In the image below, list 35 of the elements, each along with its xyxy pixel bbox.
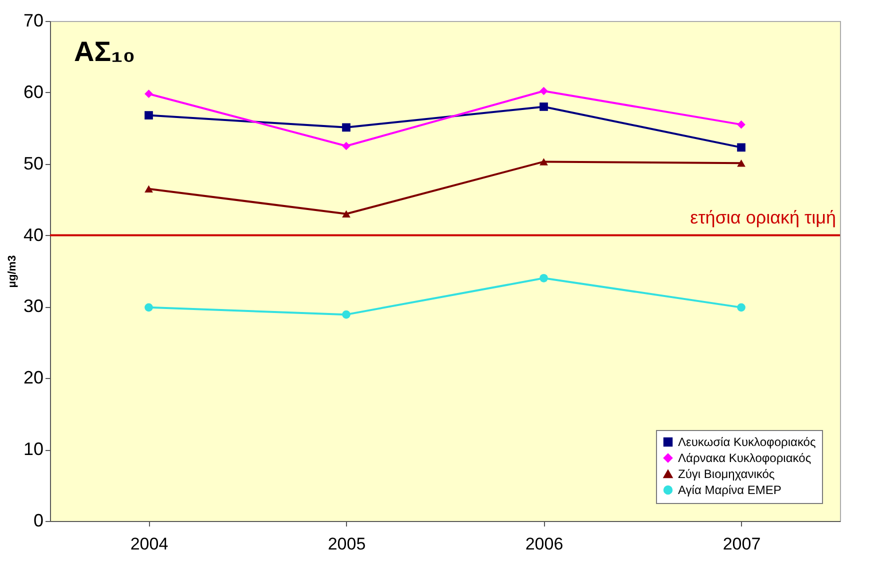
point [144, 111, 153, 120]
y-tick-label: 40 [23, 224, 44, 245]
point [737, 160, 746, 167]
y-tick-label: 0 [33, 510, 44, 530]
point [144, 185, 153, 192]
point [540, 102, 548, 111]
point [144, 303, 153, 312]
point [342, 123, 350, 132]
x-tick-label: 2004 [130, 534, 168, 554]
text: ΑΣ₁₀ [74, 36, 136, 67]
y-tick-label: 20 [23, 368, 44, 388]
y-tick-label: 10 [23, 439, 44, 460]
x-tick-label: 2006 [525, 534, 564, 554]
y-tick-label: 50 [23, 153, 44, 174]
legend-label: Λάρνακα Κυκλοφοριακός [678, 451, 812, 465]
y-tick-label: 30 [23, 296, 44, 316]
point [342, 142, 350, 150]
x-tick-label: 2007 [722, 534, 761, 554]
y-tick-label: 70 [23, 10, 44, 30]
legend-label: Ζύγι Βιομηχανικός [678, 467, 775, 481]
point [540, 86, 548, 96]
y-axis-title: μg/m3 [6, 255, 18, 288]
legend-label: Αγία Μαρίνα EMEP [678, 483, 782, 497]
point [737, 120, 746, 129]
point [540, 274, 548, 282]
point [342, 210, 350, 218]
ref-line-label: ετήσια οριακή τιμή [690, 207, 836, 228]
point [144, 90, 153, 98]
point [342, 310, 350, 319]
point [540, 158, 548, 166]
y-tick-label: 60 [23, 82, 44, 102]
point [737, 303, 746, 312]
point [737, 143, 746, 152]
legend-label: Λευκωσία Κυκλοφοριακός [678, 435, 816, 449]
x-tick-label: 2005 [328, 534, 366, 554]
